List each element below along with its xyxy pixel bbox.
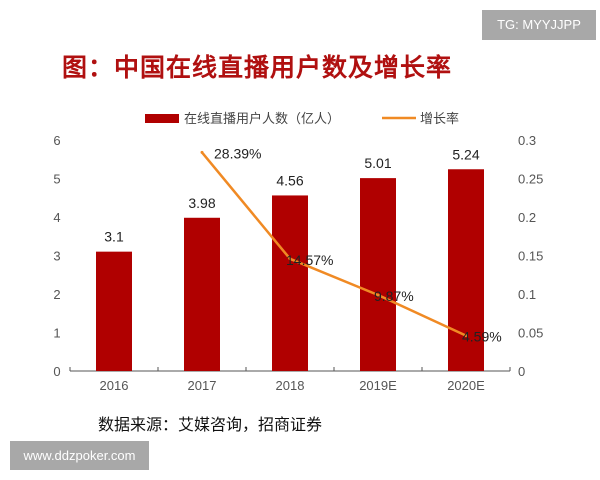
line-data-label: 4.59%: [462, 329, 502, 345]
y-left-tick-label: 0: [53, 364, 60, 379]
y-left-tick-label: 6: [53, 133, 60, 148]
bar-data-label: 4.56: [276, 172, 303, 188]
line-data-label: 28.39%: [214, 145, 261, 161]
line-data-label: 9.87%: [374, 288, 414, 304]
chart-title: 图：中国在线直播用户数及增长率: [62, 54, 453, 82]
legend-swatch-bar: [145, 114, 179, 123]
x-tick-label: 2020E: [447, 378, 485, 393]
y-right-tick-label: 0.05: [518, 326, 543, 341]
bar-data-label: 3.98: [188, 195, 215, 211]
y-right-tick-label: 0.15: [518, 249, 543, 264]
line-point: [464, 334, 468, 338]
growth-line: [201, 151, 467, 337]
y-right-tick-label: 0.1: [518, 287, 536, 302]
y-right-tick-label: 0: [518, 364, 525, 379]
x-tick-label: 2017: [188, 378, 217, 393]
line-point: [200, 150, 204, 154]
line-point: [288, 257, 292, 261]
bar-data-label: 5.01: [364, 155, 391, 171]
y-left-tick-label: 4: [53, 210, 60, 225]
bar-data-label: 5.24: [452, 146, 479, 162]
line-data-label: 14.57%: [286, 252, 333, 268]
bar: [96, 251, 132, 371]
y-left-tick-label: 3: [53, 249, 60, 264]
x-tick-label: 2016: [100, 378, 129, 393]
y-left-tick-label: 1: [53, 326, 60, 341]
y-right-tick-label: 0.3: [518, 133, 536, 148]
y-right-tick-label: 0.2: [518, 210, 536, 225]
bar: [272, 195, 308, 371]
bar: [360, 178, 396, 371]
y-left-tick-label: 2: [53, 287, 60, 302]
bar: [184, 217, 220, 371]
watermark-bottom: www.ddzpoker.com: [10, 441, 149, 470]
legend-label-bar: 在线直播用户人数（亿人）: [184, 111, 340, 126]
bar-data-label: 3.1: [104, 229, 124, 245]
x-tick-label: 2018: [276, 378, 305, 393]
y-left-tick-label: 5: [53, 172, 60, 187]
data-source: 数据来源：艾媒咨询，招商证券: [98, 417, 323, 434]
bar: [448, 169, 484, 371]
y-right-tick-label: 0.25: [518, 172, 543, 187]
watermark-top: TG: MYYJJPP: [482, 10, 596, 40]
x-tick-label: 2019E: [359, 378, 397, 393]
line-point: [376, 293, 380, 297]
legend-label-line: 增长率: [420, 111, 459, 126]
